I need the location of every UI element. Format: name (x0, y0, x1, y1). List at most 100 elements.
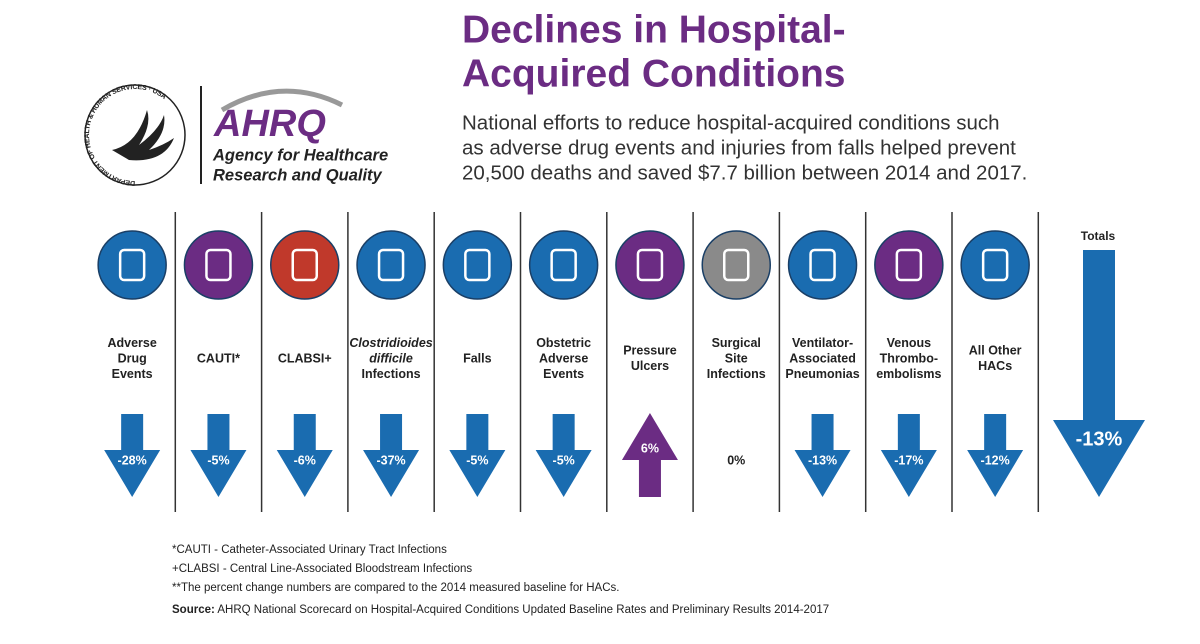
subtitle-line: as adverse drug events and injuries from… (462, 136, 1016, 159)
change-label: -17% (894, 453, 923, 467)
condition-label: HACs (978, 359, 1012, 373)
condition-label: Clostridioides (349, 336, 432, 350)
condition-label: Associated (789, 351, 856, 365)
condition-label: Falls (463, 351, 492, 365)
conditions: AdverseDrugEvents-28%CAUTI*-5%CLABSI+-6%… (97, 212, 1040, 512)
footnote: **The percent change numbers are compare… (172, 582, 619, 594)
condition-icon (97, 230, 167, 300)
condition-label: Drug (118, 351, 147, 365)
footnote: *CAUTI - Catheter-Associated Urinary Tra… (172, 544, 447, 556)
condition-label: Surgical (712, 336, 761, 350)
condition-icon (183, 230, 254, 300)
condition-icon (960, 230, 1030, 300)
change-arrow (449, 414, 506, 497)
totals-label: Totals (1081, 229, 1116, 243)
condition-icon (528, 230, 599, 300)
icon-glyph (550, 248, 577, 282)
icon-glyph (377, 248, 405, 282)
change-arrow (104, 414, 161, 497)
subtitle-line: 20,500 deaths and saved $7.7 billion bet… (462, 161, 1027, 184)
title-line: Acquired Conditions (462, 52, 846, 95)
condition-label: Adverse (539, 351, 588, 365)
change-arrow (276, 414, 333, 497)
subtitle-line: National efforts to reduce hospital-acqu… (462, 111, 1000, 134)
footnote: +CLABSI - Central Line-Associated Bloods… (172, 563, 472, 575)
change-label: -13% (808, 453, 837, 467)
condition-label: Venous (887, 336, 932, 350)
condition-column: Falls -5% (442, 212, 522, 512)
condition-column: Ventilator-Associated Pneumonias -13% (785, 212, 867, 512)
change-arrow (1053, 250, 1145, 497)
condition-label: Infections (362, 367, 421, 381)
condition-label: CAUTI* (197, 351, 240, 365)
source-label: Source: (172, 604, 215, 616)
condition-label: Events (112, 367, 153, 381)
condition-icon (701, 230, 771, 300)
icon-glyph (636, 248, 664, 282)
condition-label: difficile (369, 351, 413, 365)
condition-label: All Other (969, 344, 1022, 358)
condition-label: Ulcers (631, 359, 669, 373)
icon-glyph (464, 248, 491, 282)
change-arrow (363, 414, 420, 497)
condition-icon (787, 230, 858, 300)
condition-label: Ventilator- (792, 336, 853, 350)
condition-icon (874, 230, 944, 300)
change-arrow (967, 414, 1024, 497)
condition-icon (615, 230, 685, 300)
title-line: Declines in Hospital- (462, 8, 846, 51)
condition-icon (442, 230, 513, 300)
change-label: -5% (207, 453, 229, 467)
condition-label: Site (725, 351, 748, 365)
icon-glyph (723, 248, 750, 282)
logo-acronym: AHRQ (213, 103, 326, 145)
condition-label: embolisms (876, 367, 941, 381)
change-arrow (190, 414, 247, 497)
logo-name: Agency for Healthcare (212, 146, 388, 164)
change-arrow (794, 414, 851, 497)
change-label: 6% (641, 441, 659, 455)
condition-label: Thrombo- (880, 351, 938, 365)
change-label: -28% (118, 453, 147, 467)
change-label: -5% (466, 453, 488, 467)
change-label: -5% (553, 453, 575, 467)
icon-glyph (809, 248, 836, 282)
condition-icon (270, 230, 340, 300)
condition-label: Pneumonias (785, 367, 859, 381)
change-label: -6% (294, 453, 316, 467)
icon-glyph (205, 248, 232, 282)
hhs-seal: DEPARTMENT OF HEALTH & HUMAN SERVICES · … (84, 84, 186, 186)
totals-change-label: -13% (1076, 428, 1123, 450)
condition-column: CLABSI+ -6% (270, 212, 349, 512)
change-arrow (880, 414, 937, 497)
change-label: -12% (981, 453, 1010, 467)
condition-label: Pressure (623, 344, 677, 358)
icon-glyph (895, 248, 923, 282)
icon-glyph (118, 248, 146, 282)
condition-label: Events (543, 367, 584, 381)
icon-glyph (291, 248, 318, 282)
condition-column: CAUTI* -5% (183, 212, 263, 512)
change-label: -37% (376, 453, 405, 467)
condition-label: Obstetric (536, 336, 591, 350)
condition-label: Adverse (107, 336, 156, 350)
logo-name: Research and Quality (213, 166, 383, 184)
condition-label: CLABSI+ (278, 351, 332, 365)
condition-label: Infections (707, 367, 766, 381)
condition-icon (356, 230, 426, 300)
logo-swoosh (220, 88, 344, 113)
change-arrow (535, 414, 592, 497)
change-label: 0% (727, 453, 745, 467)
source-text: AHRQ National Scorecard on Hospital-Acqu… (215, 604, 829, 616)
change-arrow (621, 413, 678, 497)
source: Source: AHRQ National Scorecard on Hospi… (172, 604, 829, 616)
icon-glyph (981, 248, 1009, 282)
